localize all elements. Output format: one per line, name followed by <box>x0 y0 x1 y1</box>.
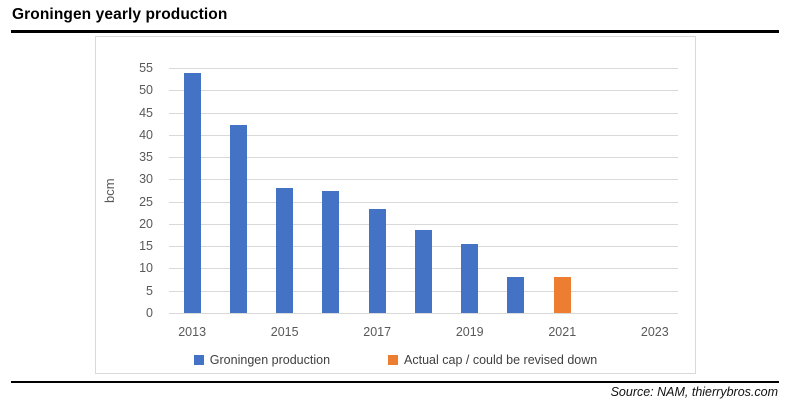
plot-area <box>169 68 678 314</box>
legend-swatch-orange <box>388 355 399 365</box>
bar-2021 <box>553 277 571 313</box>
legend: Groningen production Actual cap / could … <box>96 353 695 367</box>
gridline-40 <box>169 135 678 136</box>
x-axis-ticks: 2013 2015 2017 2019 2021 2023 <box>169 325 678 339</box>
x-tick-label: 2015 <box>270 325 299 339</box>
gridline-55 <box>169 68 678 69</box>
category-slot-2016 <box>308 68 354 313</box>
gridline-25 <box>169 202 678 203</box>
bar-2013 <box>183 73 201 313</box>
x-tick-label: 2013 <box>178 325 207 339</box>
footer-rule <box>11 381 779 383</box>
legend-label: Groningen production <box>209 353 331 367</box>
y-axis-ticks: 0 5 10 15 20 25 30 35 40 45 50 55 <box>96 61 153 320</box>
x-tick-label <box>585 325 631 339</box>
y-tick-label: 25 <box>139 195 153 209</box>
gridline-35 <box>169 157 678 158</box>
chart-title: Groningen yearly production <box>12 6 228 23</box>
category-slot-2015 <box>262 68 308 313</box>
bars <box>169 68 678 313</box>
bar-2015 <box>276 188 294 313</box>
x-tick-label: 2023 <box>640 325 669 339</box>
y-tick-label: 20 <box>139 217 153 231</box>
legend-item-actual-cap: Actual cap / could be revised down <box>388 353 597 367</box>
y-tick-label: 35 <box>139 150 153 164</box>
y-tick-label: 0 <box>146 306 153 320</box>
category-slot-2023 <box>632 68 678 313</box>
bar-2014 <box>229 125 247 313</box>
x-tick-label <box>493 325 539 339</box>
bar-2020 <box>507 277 525 313</box>
x-tick-label: 2019 <box>455 325 484 339</box>
x-tick-label <box>308 325 354 339</box>
x-tick-label <box>400 325 446 339</box>
x-tick-label <box>215 325 261 339</box>
category-slot-2018 <box>400 68 446 313</box>
y-tick-label: 5 <box>146 284 153 298</box>
gridline-45 <box>169 113 678 114</box>
y-tick-label: 15 <box>139 239 153 253</box>
category-slot-2020 <box>493 68 539 313</box>
gridline-0 <box>169 313 678 314</box>
y-tick-label: 10 <box>139 261 153 275</box>
gridline-20 <box>169 224 678 225</box>
x-tick-label: 2017 <box>363 325 392 339</box>
x-tick-label: 2021 <box>548 325 577 339</box>
y-tick-label: 55 <box>139 61 153 75</box>
category-slot-2021 <box>539 68 585 313</box>
legend-item-groningen-production: Groningen production <box>193 353 331 367</box>
category-slot-2014 <box>215 68 261 313</box>
bar-2019 <box>461 244 479 313</box>
y-tick-label: 50 <box>139 83 153 97</box>
gridline-50 <box>169 90 678 91</box>
category-slot-2022 <box>585 68 631 313</box>
y-tick-label: 30 <box>139 172 153 186</box>
category-slot-2013 <box>169 68 215 313</box>
y-tick-label: 45 <box>139 106 153 120</box>
bar-2016 <box>322 191 340 313</box>
bar-2018 <box>414 230 432 313</box>
chart-frame: bcm 0 5 10 15 20 25 30 35 40 45 50 55 2013 2015 2017 2… <box>95 36 696 374</box>
bar-2017 <box>368 209 386 313</box>
legend-label: Actual cap / could be revised down <box>404 353 598 367</box>
category-slot-2017 <box>354 68 400 313</box>
category-slot-2019 <box>447 68 493 313</box>
legend-swatch-blue <box>193 355 204 365</box>
source-note: Source: NAM, thierrybros.com <box>610 385 778 399</box>
title-underline <box>11 30 779 33</box>
gridline-30 <box>169 179 678 180</box>
y-tick-label: 40 <box>139 128 153 142</box>
